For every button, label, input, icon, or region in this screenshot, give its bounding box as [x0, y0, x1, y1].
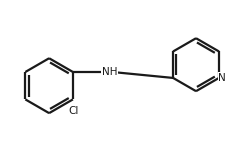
Text: N: N [218, 73, 226, 83]
Text: NH: NH [102, 67, 118, 77]
Text: Cl: Cl [68, 106, 79, 116]
